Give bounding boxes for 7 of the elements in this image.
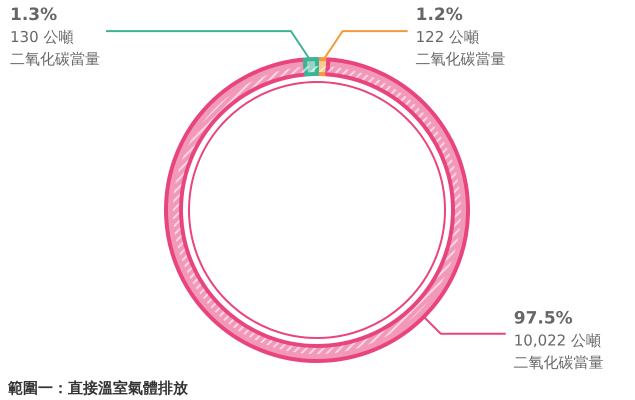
slice-label: 130 公噸二氧化碳當量 [10,28,100,68]
data-label: 1.2% [416,5,463,25]
data-label: 97.5% [514,308,573,329]
text: 範圍一：直接溫室氣體排放 [7,379,189,397]
slice-label: 10,022 公噸二氧化碳當量 [514,332,604,372]
slice-label: 122 公噸二氧化碳當量 [416,28,506,68]
data-label: 1.3% [10,5,58,25]
